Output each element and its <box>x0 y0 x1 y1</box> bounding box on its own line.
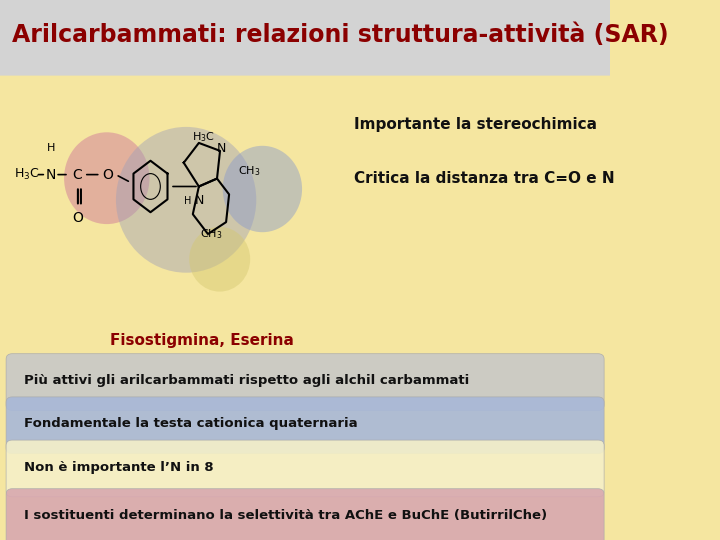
Text: $\mathrm{N}$: $\mathrm{N}$ <box>194 194 204 207</box>
Text: Non è importante l’N in 8: Non è importante l’N in 8 <box>24 461 214 474</box>
Text: $\mathrm{N}$: $\mathrm{N}$ <box>217 143 227 156</box>
FancyBboxPatch shape <box>6 397 604 454</box>
Ellipse shape <box>116 127 256 273</box>
FancyBboxPatch shape <box>6 489 604 540</box>
Text: Arilcarbammati: relazioni struttura-attività (SAR): Arilcarbammati: relazioni struttura-atti… <box>12 23 669 47</box>
Text: $\mathrm{C}$: $\mathrm{C}$ <box>73 167 84 181</box>
Ellipse shape <box>222 146 302 232</box>
Text: $\mathrm{H}$: $\mathrm{H}$ <box>183 194 192 206</box>
Text: $\mathrm{H}$: $\mathrm{H}$ <box>46 141 55 153</box>
Text: $\mathrm{CH_3}$: $\mathrm{CH_3}$ <box>238 164 261 178</box>
Text: Fondamentale la testa cationica quaternaria: Fondamentale la testa cationica quaterna… <box>24 417 358 430</box>
Text: Critica la distanza tra C=O e N: Critica la distanza tra C=O e N <box>354 171 615 186</box>
Text: $\mathrm{CH_3}$: $\mathrm{CH_3}$ <box>199 227 222 241</box>
Text: I sostituenti determinano la selettività tra AChE e BuChE (ButirrilChe): I sostituenti determinano la selettività… <box>24 509 547 522</box>
Text: $\mathrm{O}$: $\mathrm{O}$ <box>72 211 84 225</box>
FancyBboxPatch shape <box>6 440 604 497</box>
Text: $\mathrm{H_3C}$: $\mathrm{H_3C}$ <box>192 130 215 144</box>
Text: Fisostigmina, Eserina: Fisostigmina, Eserina <box>110 333 294 348</box>
FancyBboxPatch shape <box>0 0 616 76</box>
FancyBboxPatch shape <box>6 354 604 410</box>
Ellipse shape <box>64 132 150 224</box>
Text: $\mathrm{N}$: $\mathrm{N}$ <box>45 167 56 181</box>
Text: $\mathrm{H_3C}$: $\mathrm{H_3C}$ <box>14 167 40 182</box>
Text: $\mathrm{O}$: $\mathrm{O}$ <box>102 167 114 181</box>
Text: Importante la stereochimica: Importante la stereochimica <box>354 117 597 132</box>
Text: Più attivi gli arilcarbammati rispetto agli alchil carbammati: Più attivi gli arilcarbammati rispetto a… <box>24 374 469 387</box>
Ellipse shape <box>189 227 250 292</box>
